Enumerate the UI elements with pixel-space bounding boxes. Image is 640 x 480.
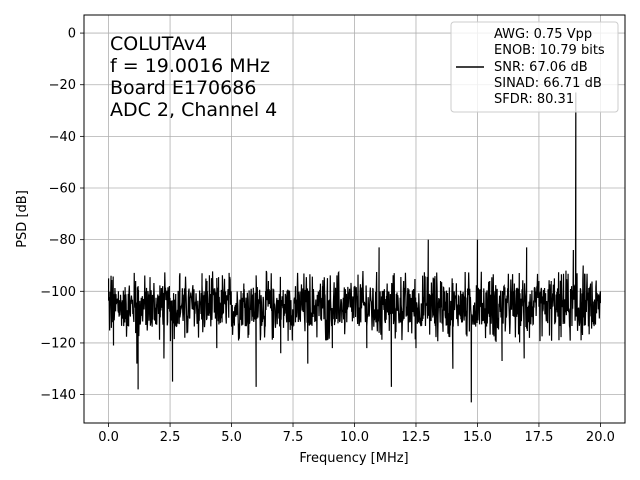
x-tick-label: 10.0 (340, 430, 369, 445)
psd-series-line (107, 92, 602, 403)
x-tick-label: 5.0 (221, 430, 242, 445)
plot-frame (83, 14, 626, 424)
legend-entry-5: SFDR: 80.31 (494, 92, 574, 107)
annotation-line-1: COLUTAv4 (110, 33, 207, 55)
series-lines (107, 92, 602, 403)
y-tick-label: −40 (49, 130, 76, 145)
y-axis-ticks: 0 −20 −40 −60 −80 −100 −120 −140 (40, 27, 84, 403)
x-tick-label: 0.0 (98, 430, 119, 445)
y-axis-label: PSD [dB] (15, 190, 30, 248)
annotation-line-2: f = 19.0016 MHz (110, 55, 270, 77)
annotation-line-3: Board E170686 (110, 77, 256, 99)
x-tick-label: 20.0 (586, 430, 615, 445)
y-tick-label: −100 (40, 285, 76, 300)
x-axis-ticks: 0.0 2.5 5.0 7.5 10.0 12.5 15.0 17.5 20.0 (98, 423, 615, 445)
legend-entry-1: AWG: 0.75 Vpp (494, 27, 592, 42)
x-tick-label: 17.5 (524, 430, 553, 445)
x-axis-label: Frequency [MHz] (299, 451, 408, 466)
x-tick-label: 15.0 (463, 430, 492, 445)
y-tick-label: −140 (40, 388, 76, 403)
y-tick-label: −20 (49, 78, 76, 93)
legend-box (450, 21, 619, 113)
y-tick-label: −80 (49, 233, 76, 248)
y-tick-label: −120 (40, 336, 76, 351)
x-tick-label: 2.5 (160, 430, 181, 445)
legend-entry-2: ENOB: 10.79 bits (494, 43, 605, 58)
legend-entry-4: SINAD: 66.71 dB (494, 76, 602, 91)
legend-entry-3: SNR: 67.06 dB (494, 60, 588, 75)
y-tick-label: 0 (68, 27, 76, 42)
y-tick-label: −60 (49, 182, 76, 197)
x-tick-label: 12.5 (402, 430, 431, 445)
annotation-line-4: ADC 2, Channel 4 (110, 99, 277, 121)
x-tick-label: 7.5 (283, 430, 304, 445)
annotation-text: COLUTAv4 f = 19.0016 MHz Board E170686 A… (110, 33, 277, 121)
legend: AWG: 0.75 Vpp ENOB: 10.79 bits SNR: 67.0… (450, 21, 619, 113)
